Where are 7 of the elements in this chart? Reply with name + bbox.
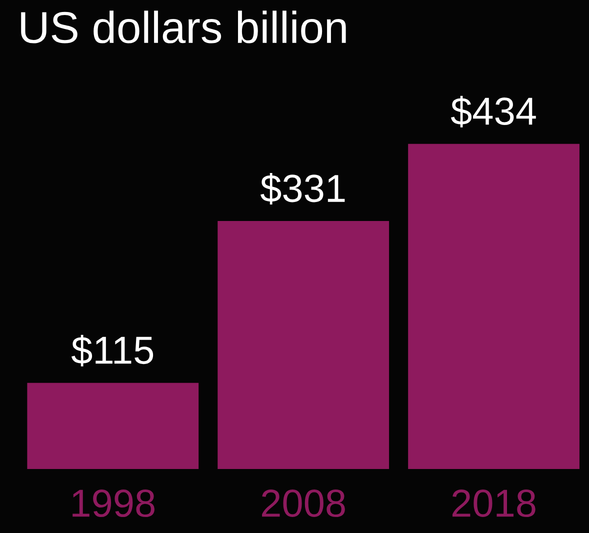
chart-title: US dollars billion [21, 10, 346, 44]
data-label: $434 [450, 96, 536, 128]
x-tick-label: 2018 [452, 490, 536, 518]
x-tick-label: 2008 [262, 490, 345, 518]
data-label: $331 [260, 173, 345, 205]
x-tick-label: 1998 [72, 490, 154, 518]
data-label: $115 [71, 334, 154, 366]
